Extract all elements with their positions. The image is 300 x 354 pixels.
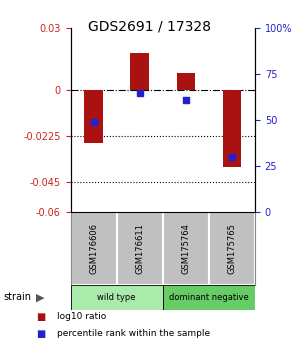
Bar <box>117 212 163 285</box>
Bar <box>209 212 255 285</box>
Bar <box>70 285 163 310</box>
Text: strain: strain <box>3 292 31 302</box>
Bar <box>70 212 117 285</box>
Text: percentile rank within the sample: percentile rank within the sample <box>57 329 210 338</box>
Point <box>230 154 234 160</box>
Text: GSM176606: GSM176606 <box>89 223 98 274</box>
Text: GSM175764: GSM175764 <box>181 223 190 274</box>
Point <box>91 119 96 125</box>
Text: log10 ratio: log10 ratio <box>57 312 106 321</box>
Text: ▶: ▶ <box>36 292 45 302</box>
Bar <box>177 73 195 90</box>
Text: GSM175765: GSM175765 <box>227 223 236 274</box>
Point <box>137 90 142 96</box>
Text: ■: ■ <box>36 312 45 322</box>
Text: dominant negative: dominant negative <box>169 293 249 302</box>
Bar <box>223 90 241 167</box>
Text: ■: ■ <box>36 329 45 339</box>
Point <box>183 97 188 103</box>
Text: GSM176611: GSM176611 <box>135 223 144 274</box>
Bar <box>84 90 103 143</box>
Bar <box>163 212 209 285</box>
Bar <box>163 285 255 310</box>
Text: wild type: wild type <box>98 293 136 302</box>
Bar <box>130 53 149 90</box>
Text: GDS2691 / 17328: GDS2691 / 17328 <box>88 19 212 34</box>
